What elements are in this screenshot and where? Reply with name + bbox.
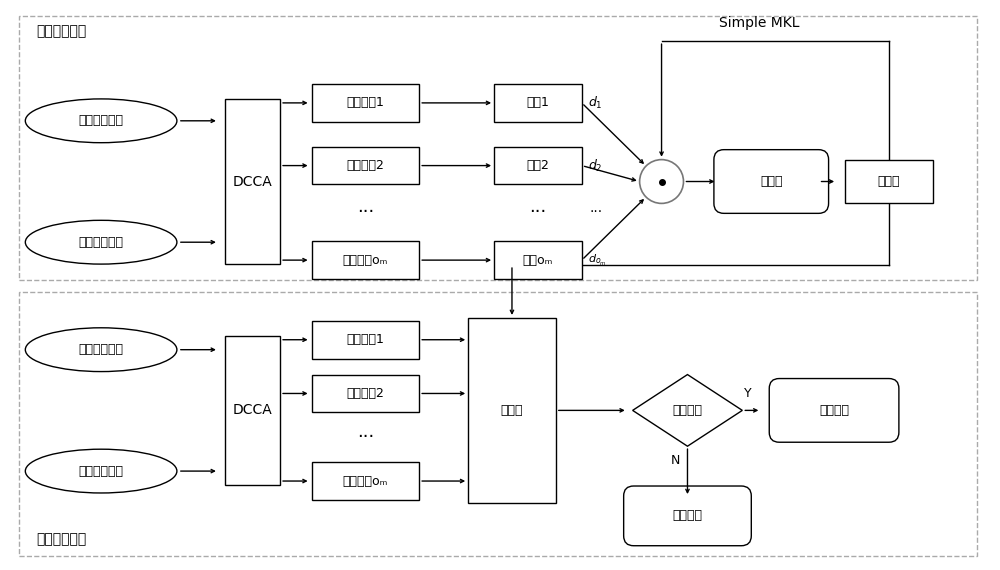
Text: 库内目标: 库内目标 bbox=[819, 404, 849, 417]
FancyBboxPatch shape bbox=[494, 84, 582, 122]
Text: 基核1: 基核1 bbox=[526, 96, 549, 109]
FancyBboxPatch shape bbox=[19, 292, 977, 556]
FancyBboxPatch shape bbox=[312, 374, 419, 412]
Text: 雷达测试特征: 雷达测试特征 bbox=[79, 343, 124, 356]
FancyBboxPatch shape bbox=[225, 99, 280, 264]
FancyBboxPatch shape bbox=[494, 241, 582, 279]
FancyBboxPatch shape bbox=[494, 146, 582, 185]
FancyBboxPatch shape bbox=[19, 17, 977, 280]
FancyBboxPatch shape bbox=[225, 336, 280, 485]
FancyBboxPatch shape bbox=[312, 321, 419, 359]
Text: N: N bbox=[671, 454, 680, 467]
Text: Y: Y bbox=[743, 388, 751, 401]
Text: $d_{o_m}$: $d_{o_m}$ bbox=[588, 253, 606, 268]
Text: 特征分量2: 特征分量2 bbox=[346, 387, 384, 400]
Ellipse shape bbox=[25, 328, 177, 372]
Text: 雷达训练特征: 雷达训练特征 bbox=[79, 115, 124, 127]
Text: DCCA: DCCA bbox=[233, 174, 273, 189]
Text: ···: ··· bbox=[529, 203, 547, 221]
Text: ···: ··· bbox=[590, 205, 603, 219]
Text: 拒判判定: 拒判判定 bbox=[672, 404, 702, 417]
Text: 分类器: 分类器 bbox=[501, 404, 523, 417]
FancyBboxPatch shape bbox=[312, 84, 419, 122]
Text: 离线训练阶段: 离线训练阶段 bbox=[36, 25, 87, 38]
Ellipse shape bbox=[25, 99, 177, 142]
Polygon shape bbox=[633, 374, 742, 446]
Text: 特征分量1: 特征分量1 bbox=[346, 96, 384, 109]
Text: 分类器: 分类器 bbox=[878, 175, 900, 188]
Text: $d_2$: $d_2$ bbox=[588, 157, 602, 174]
Text: 在线鉴别阶段: 在线鉴别阶段 bbox=[36, 532, 87, 545]
Text: Simple MKL: Simple MKL bbox=[719, 17, 800, 30]
Ellipse shape bbox=[25, 449, 177, 493]
FancyBboxPatch shape bbox=[624, 486, 751, 545]
Text: 红外测试特征: 红外测试特征 bbox=[79, 465, 124, 478]
FancyBboxPatch shape bbox=[714, 150, 829, 213]
Text: 特征分量oₘ: 特征分量oₘ bbox=[343, 254, 388, 267]
Text: ···: ··· bbox=[357, 428, 374, 446]
FancyBboxPatch shape bbox=[845, 160, 933, 203]
Text: 特征分量2: 特征分量2 bbox=[346, 159, 384, 172]
FancyBboxPatch shape bbox=[312, 462, 419, 500]
Text: 合成核: 合成核 bbox=[760, 175, 782, 188]
FancyBboxPatch shape bbox=[769, 378, 899, 442]
Ellipse shape bbox=[25, 221, 177, 264]
Text: 特征分量1: 特征分量1 bbox=[346, 333, 384, 346]
FancyBboxPatch shape bbox=[312, 241, 419, 279]
FancyBboxPatch shape bbox=[312, 146, 419, 185]
Text: ···: ··· bbox=[357, 203, 374, 221]
Text: ·: · bbox=[660, 175, 664, 188]
Text: 库外目标: 库外目标 bbox=[672, 510, 702, 522]
Text: 特征分量oₘ: 特征分量oₘ bbox=[343, 475, 388, 487]
FancyBboxPatch shape bbox=[468, 318, 556, 503]
Text: 基核2: 基核2 bbox=[526, 159, 549, 172]
Text: $d_1$: $d_1$ bbox=[588, 95, 602, 111]
Text: 基核oₘ: 基核oₘ bbox=[523, 254, 553, 267]
Circle shape bbox=[640, 160, 683, 203]
Text: 红外训练特征: 红外训练特征 bbox=[79, 236, 124, 249]
Text: DCCA: DCCA bbox=[233, 404, 273, 417]
